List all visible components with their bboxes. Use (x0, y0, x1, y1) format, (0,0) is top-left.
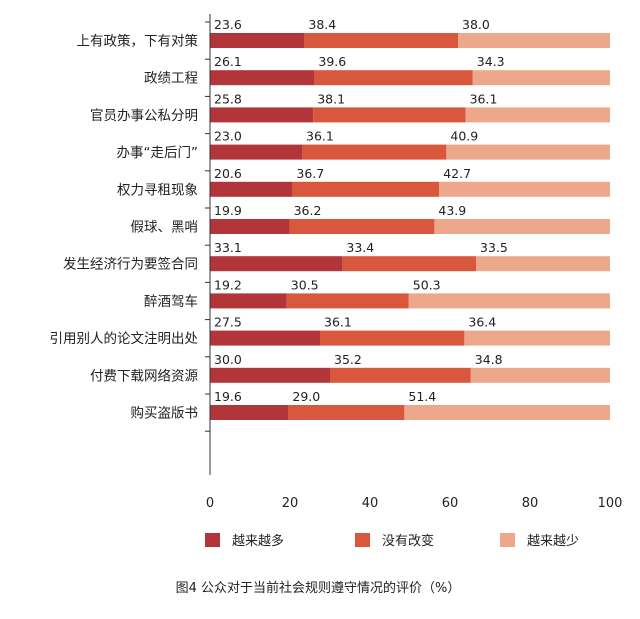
category-label: 政绩工程 (144, 71, 198, 87)
data-label: 38.0 (462, 17, 490, 32)
data-label: 25.8 (214, 91, 242, 106)
bar-segment (210, 219, 290, 234)
data-label: 27.5 (214, 315, 242, 330)
data-label: 30.5 (291, 277, 319, 292)
bar-segment (210, 367, 330, 383)
bar-segment (470, 367, 610, 383)
data-label: 19.2 (214, 277, 242, 292)
data-label: 36.7 (296, 166, 324, 181)
bar-segment (476, 256, 610, 272)
bar-segment (292, 181, 440, 197)
bar-segment (210, 256, 343, 272)
category-label: 上有政策，下有对策 (77, 33, 199, 50)
x-tick-label: 100 (598, 496, 623, 511)
bar-segment (464, 330, 610, 346)
data-label: 40.9 (450, 129, 478, 144)
category-label: 发生经济行为要签合同 (63, 256, 198, 273)
category-label: 付费下载网络资源 (90, 368, 198, 384)
legend-swatch (205, 533, 220, 547)
category-label: 办事“走后门” (117, 145, 199, 161)
category-label: 引用别人的论文注明出处 (50, 331, 199, 347)
data-label: 34.8 (475, 352, 503, 367)
data-label: 33.1 (214, 240, 242, 255)
data-label: 43.9 (438, 203, 466, 218)
x-tick-label: 0 (206, 496, 214, 511)
bar-segment (289, 219, 435, 234)
x-tick-label: 80 (522, 496, 539, 511)
bar-segment (434, 219, 610, 234)
data-label: 19.6 (214, 389, 242, 404)
bar-segment (472, 70, 610, 86)
bar-segment (210, 330, 320, 346)
legend-swatch (355, 533, 370, 547)
data-label: 23.6 (214, 17, 242, 32)
data-label: 39.6 (318, 54, 346, 69)
legend-label: 没有改变 (382, 533, 434, 549)
data-label: 35.2 (334, 352, 362, 367)
bar-segment (320, 330, 465, 346)
data-label: 51.4 (408, 389, 436, 404)
data-label: 33.5 (480, 240, 508, 255)
category-label: 假球、黑哨 (131, 220, 199, 236)
category-label: 权力寻租现象 (117, 181, 198, 198)
data-label: 38.4 (308, 17, 336, 32)
bar-segment (342, 256, 476, 272)
data-label: 36.4 (468, 315, 496, 330)
legend-label: 越来越多 (232, 533, 284, 549)
bar-segment (210, 70, 315, 86)
bar-segment (304, 33, 458, 48)
bar-segment (313, 107, 466, 123)
bar-segment (210, 405, 289, 420)
bar-segment (286, 293, 409, 309)
data-label: 36.1 (306, 129, 334, 144)
bar-segment (210, 107, 314, 123)
data-label: 50.3 (413, 277, 441, 292)
bar-segment (330, 367, 471, 383)
data-label: 36.2 (294, 203, 322, 218)
bar-segment (288, 405, 405, 420)
x-tick-label: 40 (362, 496, 379, 511)
data-label: 36.1 (470, 91, 498, 106)
bar-segment (210, 293, 287, 309)
data-label: 34.3 (477, 54, 505, 69)
data-label: 20.6 (214, 166, 242, 181)
data-label: 42.7 (443, 166, 471, 181)
data-label: 36.1 (324, 315, 352, 330)
data-label: 38.1 (317, 91, 345, 106)
x-tick-label: 20 (282, 496, 299, 511)
data-label: 29.0 (292, 389, 320, 404)
data-label: 33.4 (346, 240, 374, 255)
bar-segment (210, 33, 305, 48)
category-label: 购买盗版书 (131, 406, 199, 422)
data-label: 30.0 (214, 352, 242, 367)
category-label: 官员办事公私分明 (90, 108, 198, 124)
bar-segment (458, 33, 610, 48)
bar-segment (404, 405, 610, 420)
data-label: 23.0 (214, 129, 242, 144)
bar-segment (210, 144, 302, 160)
bar-segment (302, 144, 447, 160)
legend-swatch (500, 533, 515, 547)
category-label: 醉酒驾车 (144, 293, 198, 310)
data-label: 26.1 (214, 54, 242, 69)
bar-segment (408, 293, 610, 309)
data-label: 19.9 (214, 203, 242, 218)
bar-segment (465, 107, 610, 123)
x-tick-label: 60 (442, 496, 459, 511)
bar-segment (210, 181, 293, 197)
bar-segment (446, 144, 610, 160)
chart-caption: 图4 公众对于当前社会规则遵守情况的评价（%） (176, 580, 461, 596)
bar-segment (439, 181, 610, 197)
legend-label: 越来越少 (527, 534, 579, 549)
bar-segment (314, 70, 473, 86)
